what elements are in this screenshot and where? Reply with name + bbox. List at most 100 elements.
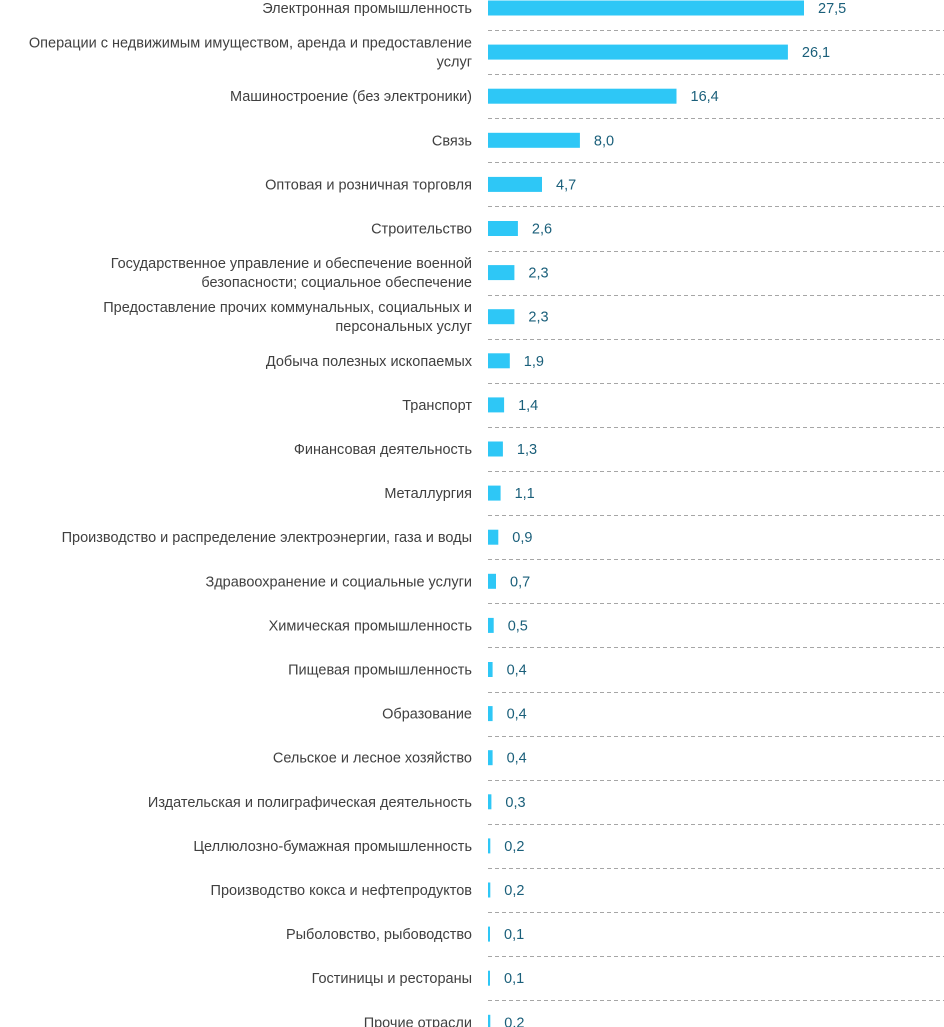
category-label: Транспорт xyxy=(402,398,472,414)
value-label: 0,5 xyxy=(508,618,528,634)
category-label: Прочие отрасли xyxy=(364,1015,472,1027)
value-label: 0,2 xyxy=(504,839,524,855)
value-label: 0,4 xyxy=(507,707,527,723)
category-label: Добыча полезных ископаемых xyxy=(266,354,473,370)
category-label-line: безопасности; социальное обеспечение xyxy=(201,275,472,291)
category-label-line: Здравоохранение и социальные услуги xyxy=(205,574,472,590)
category-label: Пищевая промышленность xyxy=(288,663,472,679)
category-label-line: Финансовая деятельность xyxy=(294,442,472,458)
category-label: Электронная промышленность xyxy=(262,1,472,17)
bar xyxy=(488,706,493,722)
category-label: Финансовая деятельность xyxy=(294,442,472,458)
category-label-line: Химическая промышленность xyxy=(269,618,472,634)
bar xyxy=(488,573,496,589)
bar xyxy=(488,1014,491,1027)
bar xyxy=(488,662,493,677)
bar xyxy=(488,838,491,854)
category-label: Производство и распределение электроэнер… xyxy=(62,530,472,546)
value-labels: 27,5 26,1 16,4 8,0 4,7 2,6 2,3 2,3 1,9 1,4 1,3 1,1 0… xyxy=(504,1,846,1027)
category-label: Предоставление прочих коммунальных, соци… xyxy=(103,300,472,335)
category-label: Здравоохранение и социальные услуги xyxy=(205,574,472,590)
category-label: Рыболовство, рыбоводство xyxy=(286,927,472,943)
category-label: Связь xyxy=(432,133,472,149)
category-label-line: Транспорт xyxy=(402,398,472,414)
category-label-line: Сельское и лесное хозяйство xyxy=(273,751,472,767)
value-label: 0,2 xyxy=(504,1015,524,1027)
category-label-line: персональных услуг xyxy=(335,319,472,335)
category-label: Издательская и полиграфическая деятельно… xyxy=(148,795,472,811)
category-label-line: Прочие отрасли xyxy=(364,1015,472,1027)
value-label: 0,2 xyxy=(504,883,524,899)
bar xyxy=(488,44,788,60)
value-label: 0,3 xyxy=(505,795,525,811)
category-label-line: Строительство xyxy=(371,222,472,238)
category-label-line: Операции с недвижимым имуществом, аренда… xyxy=(29,36,472,52)
value-label: 4,7 xyxy=(556,177,576,193)
value-label: 0,4 xyxy=(507,663,527,679)
category-label: Образование xyxy=(382,707,472,723)
bar xyxy=(488,750,493,766)
bar xyxy=(488,529,499,545)
bar xyxy=(488,397,505,413)
category-label-line: Образование xyxy=(382,707,472,723)
bar xyxy=(488,353,510,369)
category-label-line: Машиностроение (без электроники) xyxy=(230,89,472,105)
bar xyxy=(488,132,580,148)
value-label: 0,7 xyxy=(510,574,530,590)
bar xyxy=(488,88,677,104)
category-label-line: Издательская и полиграфическая деятельно… xyxy=(148,795,472,811)
category-label-line: Гостиницы и рестораны xyxy=(312,971,472,987)
category-label: Сельское и лесное хозяйство xyxy=(273,751,472,767)
category-label-line: Оптовая и розничная торговля xyxy=(265,177,472,193)
category-labels: Электронная промышленность Операции с нед… xyxy=(29,1,473,1027)
bar xyxy=(488,926,490,942)
bar xyxy=(488,970,490,986)
category-label: Машиностроение (без электроники) xyxy=(230,89,472,105)
bar xyxy=(488,265,515,281)
category-label-line: услуг xyxy=(437,55,472,71)
value-label: 2,3 xyxy=(528,310,548,326)
category-label-line: Пищевая промышленность xyxy=(288,663,472,679)
bars xyxy=(488,0,804,1027)
value-label: 2,3 xyxy=(528,266,548,282)
category-label-line: Связь xyxy=(432,133,472,149)
bar xyxy=(488,176,542,192)
category-label: Гостиницы и рестораны xyxy=(312,971,472,987)
value-label: 0,1 xyxy=(504,971,524,987)
value-label: 16,4 xyxy=(691,89,719,105)
bar xyxy=(488,0,804,16)
category-label: Производство кокса и нефтепродуктов xyxy=(211,883,473,899)
bar xyxy=(488,309,515,325)
bar xyxy=(488,485,501,501)
category-label-line: Электронная промышленность xyxy=(262,1,472,17)
category-label: Государственное управление и обеспечение… xyxy=(111,256,472,291)
category-label: Оптовая и розничная торговля xyxy=(265,177,472,193)
category-label-line: Металлургия xyxy=(384,486,472,502)
category-label-line: Предоставление прочих коммунальных, соци… xyxy=(103,300,472,316)
category-label-line: Государственное управление и обеспечение… xyxy=(111,256,472,272)
value-label: 0,9 xyxy=(512,530,532,546)
category-label-line: Целлюлозно-бумажная промышленность xyxy=(193,839,472,855)
bar xyxy=(488,794,492,810)
bar xyxy=(488,882,491,898)
category-label-line: Производство кокса и нефтепродуктов xyxy=(211,883,473,899)
category-label: Строительство xyxy=(371,222,472,238)
category-label: Целлюлозно-бумажная промышленность xyxy=(193,839,472,855)
value-label: 1,9 xyxy=(524,354,544,370)
bar xyxy=(488,617,494,633)
category-label-line: Рыболовство, рыбоводство xyxy=(286,927,472,943)
value-label: 26,1 xyxy=(802,45,830,61)
value-label: 1,4 xyxy=(518,398,538,414)
category-label: Химическая промышленность xyxy=(269,618,472,634)
bar xyxy=(488,221,518,236)
value-label: 0,1 xyxy=(504,927,524,943)
category-label-line: Добыча полезных ископаемых xyxy=(266,354,473,370)
value-label: 27,5 xyxy=(818,1,846,17)
value-label: 8,0 xyxy=(594,133,614,149)
category-label: Операции с недвижимым имуществом, аренда… xyxy=(29,36,472,71)
grid-lines xyxy=(488,30,944,1001)
value-label: 1,3 xyxy=(517,442,537,458)
value-label: 0,4 xyxy=(507,751,527,767)
bar xyxy=(488,441,503,457)
